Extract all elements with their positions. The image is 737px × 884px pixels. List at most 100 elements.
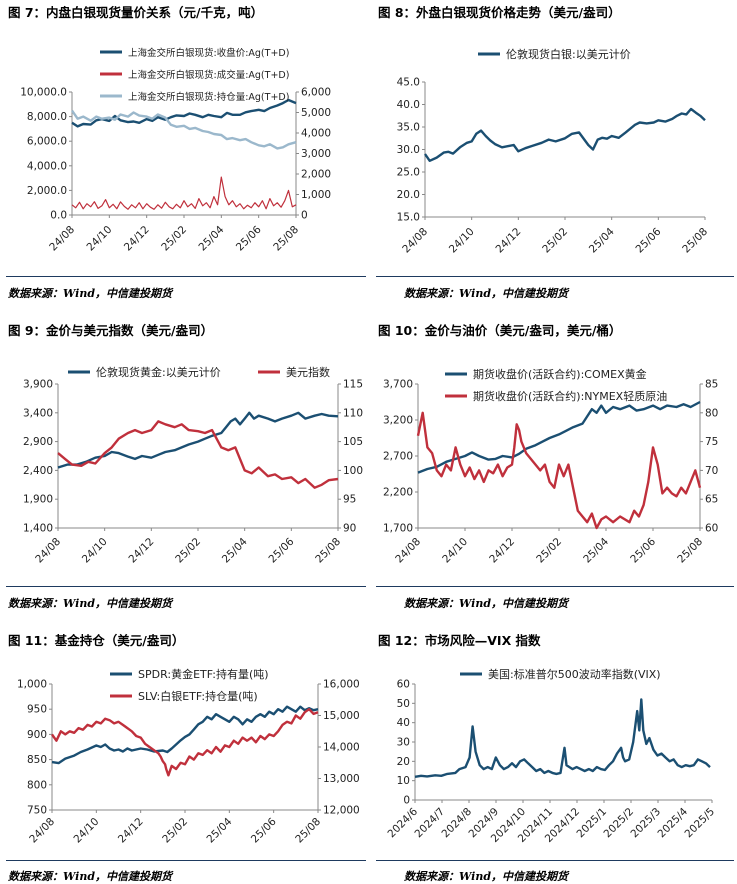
legend-label: 伦敦现货白银:以美元计价: [506, 47, 631, 61]
chart-title: 图 12：市场风险—VIX 指数: [378, 633, 541, 648]
chart-title: 图 9：金价与美元指数（美元/盎司）: [8, 323, 214, 338]
legend-label: 期货收盘价(活跃合约):COMEX黄金: [473, 367, 647, 381]
y-tick-label-left: 1,000: [17, 679, 47, 691]
chart-fig10: 1,700 2,200 2,700 3,200 3,700 60 65 70 75 80 85 24/…: [383, 367, 718, 566]
chart-title: 图 10：金价与油价（美元/盎司，美元/桶）: [378, 323, 622, 338]
y-tick-label-left: 10: [397, 775, 410, 787]
x-tick-label: 24/08: [400, 226, 430, 256]
series-line-2: [57, 420, 339, 489]
divider: [376, 860, 734, 861]
series-line-1: [57, 411, 339, 469]
divider: [376, 586, 734, 587]
chart-fig11: 750 800 850 900 950 1,000 12,000 13,000 14,000 15…: [17, 667, 360, 846]
y-tick-label-left: 900: [27, 729, 47, 741]
x-tick-label: 25/06: [628, 535, 658, 565]
y-tick-label-left: 1,900: [23, 494, 53, 506]
source-note: 数据来源：Wind，中信建投期货: [8, 287, 173, 300]
divider: [6, 860, 366, 861]
y-tick-label-left: 950: [27, 704, 47, 716]
y-tick-label-right: 4,000: [301, 128, 331, 140]
series-line-3: [71, 109, 297, 150]
chart-title: 图 8：外盘白银现货价格走势（美元/盎司）: [378, 5, 621, 20]
chart-fig7: 0.0 2,000.0 4,000.0 6,000.0 8,000.0 10,000.0 0…: [20, 47, 331, 254]
panel-fig9: 图 9：金价与美元指数（美元/盎司） 1,400 1,900 2,400 2,900 3…: [0, 318, 368, 610]
y-tick-label-right: 1,000: [301, 189, 331, 201]
legend-label: 上海金交所白银现货:收盘价:Ag(T+D): [128, 47, 289, 59]
x-tick-label: 25/02: [173, 536, 203, 566]
legend-label: 伦敦现货黄金:以美元计价: [96, 365, 221, 379]
y-tick-label-left: 30.0: [397, 144, 420, 156]
x-tick-label: 24/10: [85, 224, 115, 254]
y-tick-label-left: 20: [397, 756, 410, 768]
x-tick-label: 2025/5: [683, 806, 718, 841]
x-tick-label: 25/02: [159, 224, 189, 254]
x-tick-label: 25/02: [534, 536, 564, 566]
y-tick-label-left: 10,000.0: [20, 87, 67, 99]
x-tick-label: 25/02: [540, 226, 570, 256]
y-tick-label-right: 65: [705, 494, 718, 506]
x-tick-label: 25/04: [587, 225, 617, 255]
y-tick-label-left: 1,700: [383, 523, 413, 535]
y-tick-label-left: 1,400: [23, 523, 53, 535]
legend-label: 期货收盘价(活跃合约):NYMEX轻质原油: [473, 389, 667, 403]
x-tick-label: 25/06: [234, 223, 264, 253]
y-tick-label-left: 6,000.0: [27, 136, 67, 148]
source-note: 数据来源：Wind，中信建投期货: [404, 287, 569, 300]
y-tick-label-left: 45.0: [397, 77, 420, 89]
y-tick-label-left: 25.0: [397, 167, 420, 179]
y-tick-label-right: 3,000: [301, 148, 331, 160]
chart-fig12: 01020304050602024/62024/72024/82024/9202…: [386, 667, 718, 845]
y-tick-label-right: 15,000: [323, 710, 360, 722]
y-tick-label-left: 0.0: [50, 210, 67, 222]
y-tick-label-left: 3,700: [383, 379, 413, 391]
x-tick-label: 24/12: [494, 226, 524, 256]
x-tick-label: 25/08: [680, 226, 710, 256]
y-tick-label-left: 3,200: [383, 415, 413, 427]
series-line-1: [51, 705, 319, 765]
y-tick-label-right: 95: [343, 494, 356, 506]
x-tick-label: 24/12: [116, 816, 146, 846]
source-note: 数据来源：Wind，中信建投期货: [8, 870, 173, 883]
y-tick-label-right: 80: [705, 407, 718, 419]
y-tick-label-left: 30: [397, 737, 410, 749]
legend-label: SPDR:黄金ETF:持有量(吨): [138, 667, 269, 681]
divider: [6, 276, 366, 277]
y-tick-label-left: 8,000.0: [27, 111, 67, 123]
series-line-1: [417, 400, 701, 474]
x-tick-label: 25/02: [160, 816, 190, 846]
y-tick-label-left: 50: [397, 698, 410, 710]
x-tick-label: 24/08: [27, 816, 57, 846]
y-tick-label-left: 3,900: [23, 379, 53, 391]
x-tick-label: 25/04: [220, 535, 250, 565]
y-tick-label-right: 85: [705, 379, 718, 391]
x-tick-label: 24/10: [440, 536, 470, 566]
source-note: 数据来源：Wind，中信建投期货: [404, 597, 569, 610]
legend-label: 美国:标准普尔500波动率指数(VIX): [488, 667, 661, 681]
series-line-1: [424, 107, 706, 162]
y-tick-label-right: 12,000: [323, 805, 360, 817]
legend-label: 美元指数: [286, 365, 330, 379]
legend-label: SLV:白银ETF:持仓量(吨): [138, 689, 258, 703]
x-tick-label: 24/10: [72, 816, 102, 846]
y-tick-label-right: 5,000: [301, 107, 331, 119]
y-tick-label-left: 800: [27, 779, 47, 791]
x-tick-label: 24/12: [127, 536, 157, 566]
y-tick-label-left: 750: [27, 805, 47, 817]
y-tick-label-right: 70: [705, 465, 718, 477]
x-tick-label: 25/06: [249, 815, 279, 845]
panel-fig8: 图 8：外盘白银现货价格走势（美元/盎司） 15.0 20.0 25.0 30.0 35…: [370, 0, 737, 300]
y-tick-label-left: 2,700: [383, 451, 413, 463]
divider: [376, 276, 734, 277]
y-tick-label-right: 60: [705, 523, 718, 535]
y-tick-label-right: 90: [343, 523, 356, 535]
y-tick-label-left: 2,000.0: [27, 185, 67, 197]
y-tick-label-right: 13,000: [323, 773, 360, 785]
x-tick-label: 25/08: [675, 536, 705, 566]
x-tick-label: 25/08: [313, 536, 343, 566]
y-tick-label-left: 40.0: [397, 99, 420, 111]
y-tick-label-left: 2,200: [383, 487, 413, 499]
y-tick-label-right: 115: [343, 379, 363, 391]
x-tick-label: 24/12: [122, 224, 152, 254]
x-tick-label: 24/08: [393, 536, 423, 566]
x-tick-label: 25/06: [267, 535, 297, 565]
